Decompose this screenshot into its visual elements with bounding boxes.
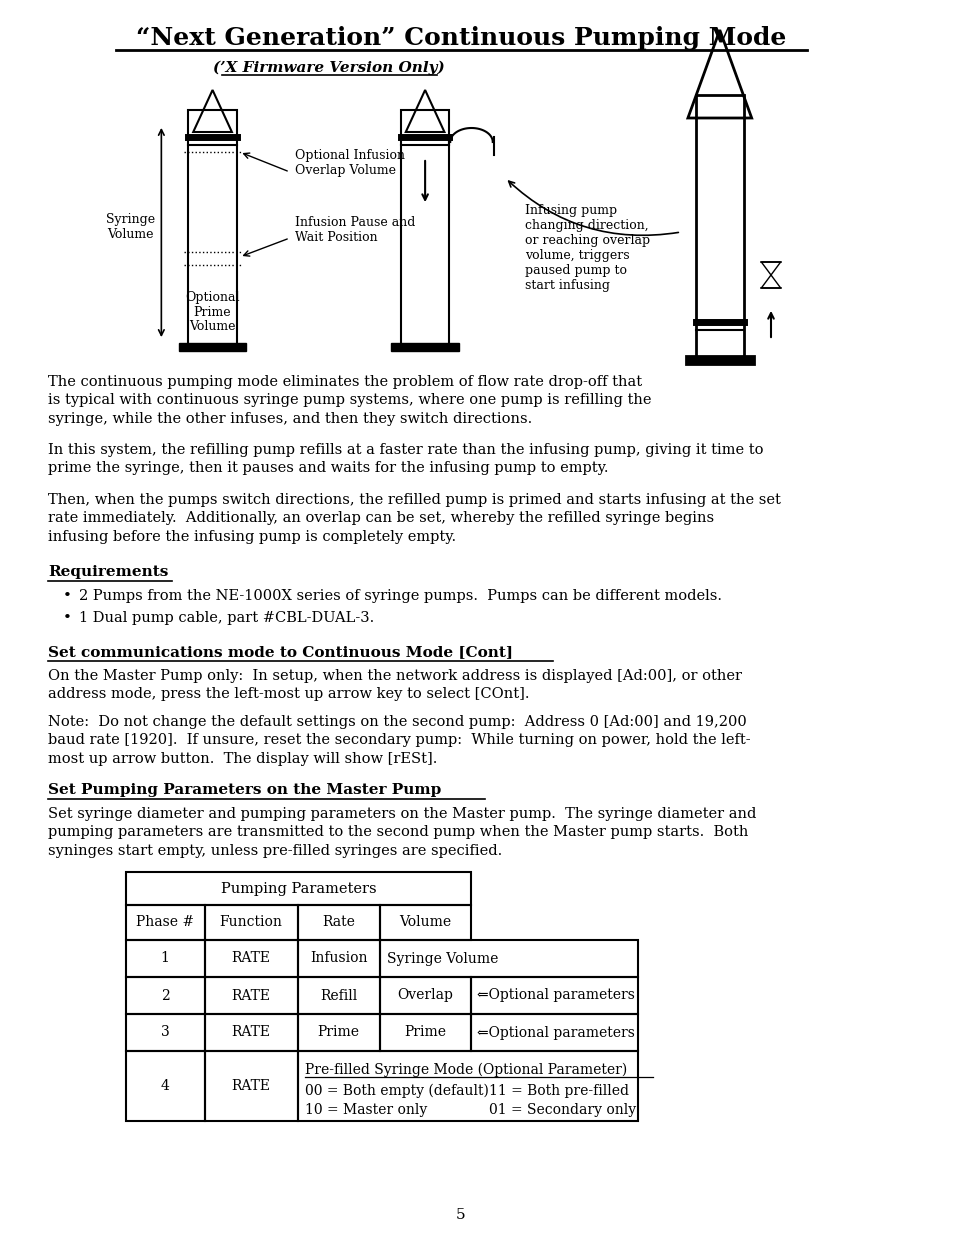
Text: ⇐Optional parameters: ⇐Optional parameters — [476, 1025, 635, 1040]
Bar — [685, 356, 753, 364]
Text: “Next Generation” Continuous Pumping Mode: “Next Generation” Continuous Pumping Mod… — [135, 26, 785, 49]
Text: Set Pumping Parameters on the Master Pump: Set Pumping Parameters on the Master Pum… — [49, 783, 441, 797]
Text: 1 Dual pump cable, part #CBL-DUAL-3.: 1 Dual pump cable, part #CBL-DUAL-3. — [79, 611, 375, 625]
Text: 10 = Master only: 10 = Master only — [305, 1103, 427, 1116]
Text: On the Master Pump only:  In setup, when the network address is displayed [Ad:00: On the Master Pump only: In setup, when … — [49, 669, 741, 701]
Text: 3: 3 — [161, 1025, 170, 1040]
Text: Pre-filled Syringe Mode (Optional Parameter): Pre-filled Syringe Mode (Optional Parame… — [305, 1063, 627, 1077]
Text: RATE: RATE — [232, 951, 271, 966]
Text: Function: Function — [219, 915, 282, 930]
Text: 2: 2 — [161, 988, 170, 1003]
Text: Syringe Volume: Syringe Volume — [387, 951, 498, 966]
Bar — [379, 940, 637, 977]
Bar — [471, 1014, 637, 1051]
Bar — [695, 95, 743, 358]
Bar — [297, 1051, 637, 1121]
Text: Prime: Prime — [404, 1025, 446, 1040]
Bar — [297, 940, 379, 977]
Text: 4: 4 — [161, 1079, 170, 1093]
Bar — [205, 905, 297, 940]
Text: Set communications mode to Continuous Mode [Cont]: Set communications mode to Continuous Mo… — [49, 645, 513, 659]
Bar — [379, 905, 471, 940]
Text: In this system, the refilling pump refills at a faster rate than the infusing pu: In this system, the refilling pump refil… — [49, 443, 763, 475]
Text: Infusing pump
changing direction,
or reaching overlap
volume, triggers
paused pu: Infusing pump changing direction, or rea… — [524, 204, 649, 291]
Bar — [126, 940, 205, 977]
Text: •: • — [63, 611, 71, 625]
Bar — [188, 110, 236, 345]
Text: RATE: RATE — [232, 1079, 271, 1093]
Bar — [379, 1014, 471, 1051]
Text: Phase #: Phase # — [136, 915, 194, 930]
Text: •: • — [63, 589, 71, 603]
Text: Set syringe diameter and pumping parameters on the Master pump.  The syringe dia: Set syringe diameter and pumping paramet… — [49, 806, 756, 858]
Text: 1: 1 — [161, 951, 170, 966]
Bar — [391, 343, 458, 351]
Text: (’X Firmware Version Only): (’X Firmware Version Only) — [213, 61, 444, 75]
Bar — [205, 977, 297, 1014]
Text: RATE: RATE — [232, 1025, 271, 1040]
Text: ⇐Optional parameters: ⇐Optional parameters — [476, 988, 635, 1003]
Bar — [126, 1051, 205, 1121]
Text: Optional Infusion
Overlap Volume: Optional Infusion Overlap Volume — [294, 149, 404, 177]
Text: 2 Pumps from the NE-1000X series of syringe pumps.  Pumps can be different model: 2 Pumps from the NE-1000X series of syri… — [79, 589, 721, 603]
Bar — [126, 1014, 205, 1051]
Text: 01 = Secondary only: 01 = Secondary only — [488, 1103, 636, 1116]
Text: Requirements: Requirements — [49, 564, 169, 579]
Text: 5: 5 — [456, 1208, 465, 1221]
Bar — [205, 1014, 297, 1051]
Text: Syringe
Volume: Syringe Volume — [106, 212, 154, 241]
Text: Volume: Volume — [399, 915, 451, 930]
Bar — [126, 872, 471, 905]
Text: 00 = Both empty (default): 00 = Both empty (default) — [305, 1084, 489, 1098]
Bar — [297, 905, 379, 940]
Text: Prime: Prime — [317, 1025, 359, 1040]
Bar — [471, 977, 637, 1014]
Text: RATE: RATE — [232, 988, 271, 1003]
Text: Infusion: Infusion — [310, 951, 367, 966]
Text: 11 = Both pre-filled: 11 = Both pre-filled — [488, 1084, 628, 1098]
Text: Rate: Rate — [322, 915, 355, 930]
Text: Infusion Pause and
Wait Position: Infusion Pause and Wait Position — [294, 216, 415, 245]
Text: Pumping Parameters: Pumping Parameters — [220, 882, 376, 895]
Text: Refill: Refill — [319, 988, 356, 1003]
Text: Note:  Do not change the default settings on the second pump:  Address 0 [Ad:00]: Note: Do not change the default settings… — [49, 715, 750, 766]
Text: Overlap: Overlap — [397, 988, 453, 1003]
Bar — [400, 110, 449, 345]
Text: Then, when the pumps switch directions, the refilled pump is primed and starts i: Then, when the pumps switch directions, … — [49, 493, 781, 543]
Bar — [297, 977, 379, 1014]
Bar — [205, 1051, 297, 1121]
Text: The continuous pumping mode eliminates the problem of flow rate drop-off that
is: The continuous pumping mode eliminates t… — [49, 375, 651, 426]
Bar — [297, 1014, 379, 1051]
Bar — [205, 940, 297, 977]
Bar — [126, 905, 205, 940]
Bar — [178, 343, 246, 351]
Bar — [379, 977, 471, 1014]
Bar — [126, 977, 205, 1014]
Text: Optional
Prime
Volume: Optional Prime Volume — [185, 290, 239, 333]
